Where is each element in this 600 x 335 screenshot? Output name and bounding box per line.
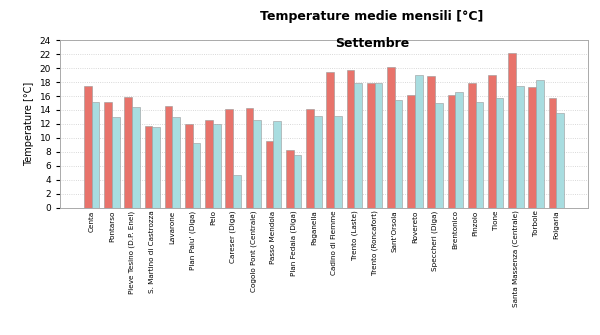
Bar xyxy=(92,102,100,208)
Bar xyxy=(455,92,463,208)
Bar xyxy=(185,124,193,208)
Bar xyxy=(536,80,544,208)
Bar xyxy=(165,106,172,208)
Bar xyxy=(112,117,119,208)
Bar xyxy=(193,143,200,208)
Bar xyxy=(448,95,455,208)
Bar xyxy=(266,141,274,208)
Text: Settembre: Settembre xyxy=(335,37,409,50)
Text: Temperature medie mensili [°C]: Temperature medie mensili [°C] xyxy=(260,10,484,23)
Bar xyxy=(516,85,524,208)
Bar xyxy=(407,95,415,208)
Bar xyxy=(415,75,422,208)
Bar xyxy=(427,76,435,208)
Bar xyxy=(293,155,301,208)
Bar xyxy=(435,103,443,208)
Bar xyxy=(374,83,382,208)
Bar xyxy=(145,126,152,208)
Bar xyxy=(152,127,160,208)
Bar xyxy=(508,54,516,208)
Bar xyxy=(226,109,233,208)
Y-axis label: Temperature [°C]: Temperature [°C] xyxy=(24,82,34,166)
Bar xyxy=(233,175,241,208)
Bar xyxy=(326,72,334,208)
Bar xyxy=(274,121,281,208)
Bar xyxy=(395,100,403,208)
Bar xyxy=(104,102,112,208)
Bar xyxy=(286,150,293,208)
Bar xyxy=(205,121,213,208)
Bar xyxy=(172,117,180,208)
Bar xyxy=(334,116,342,208)
Bar xyxy=(488,75,496,208)
Bar xyxy=(253,120,261,208)
Bar xyxy=(548,98,556,208)
Bar xyxy=(306,109,314,208)
Bar xyxy=(314,116,322,208)
Bar xyxy=(213,124,221,208)
Bar xyxy=(245,108,253,208)
Bar xyxy=(556,113,564,208)
Bar xyxy=(347,69,355,208)
Bar xyxy=(355,83,362,208)
Bar xyxy=(529,87,536,208)
Bar xyxy=(496,98,503,208)
Bar xyxy=(84,85,92,208)
Bar xyxy=(124,97,132,208)
Bar xyxy=(367,83,374,208)
Bar xyxy=(476,102,483,208)
Bar xyxy=(468,83,476,208)
Bar xyxy=(387,67,395,208)
Bar xyxy=(132,107,140,208)
